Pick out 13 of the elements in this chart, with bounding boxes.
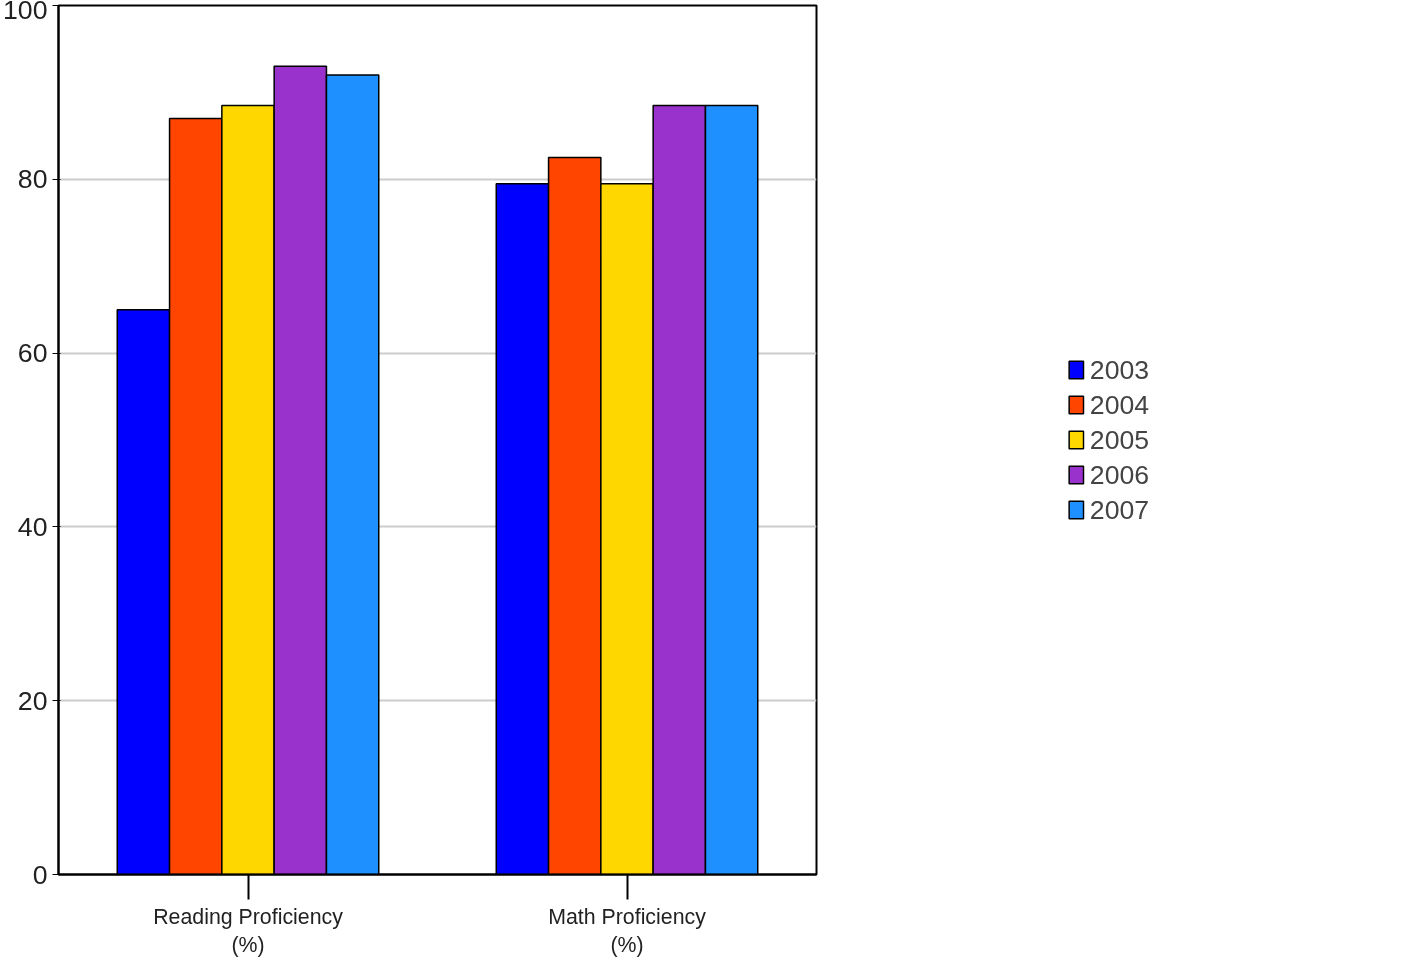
y-tick-label: 40 <box>17 511 48 542</box>
legend-label: 2006 <box>1089 459 1150 490</box>
y-tick-label: 80 <box>17 164 48 195</box>
legend-label: 2005 <box>1089 424 1150 455</box>
x-tick-label: Reading Proficiency (%) <box>153 904 344 958</box>
legend-label: 2003 <box>1089 354 1150 385</box>
legend-label: 2007 <box>1089 494 1150 525</box>
y-tick-label: 20 <box>17 685 48 716</box>
y-tick-label: 100 <box>3 0 48 25</box>
y-tick-label: 60 <box>17 338 48 369</box>
legend-label: 2004 <box>1089 389 1150 420</box>
x-tick-label: Math Proficiency (%) <box>548 904 707 958</box>
y-tick-label: 0 <box>32 859 48 890</box>
